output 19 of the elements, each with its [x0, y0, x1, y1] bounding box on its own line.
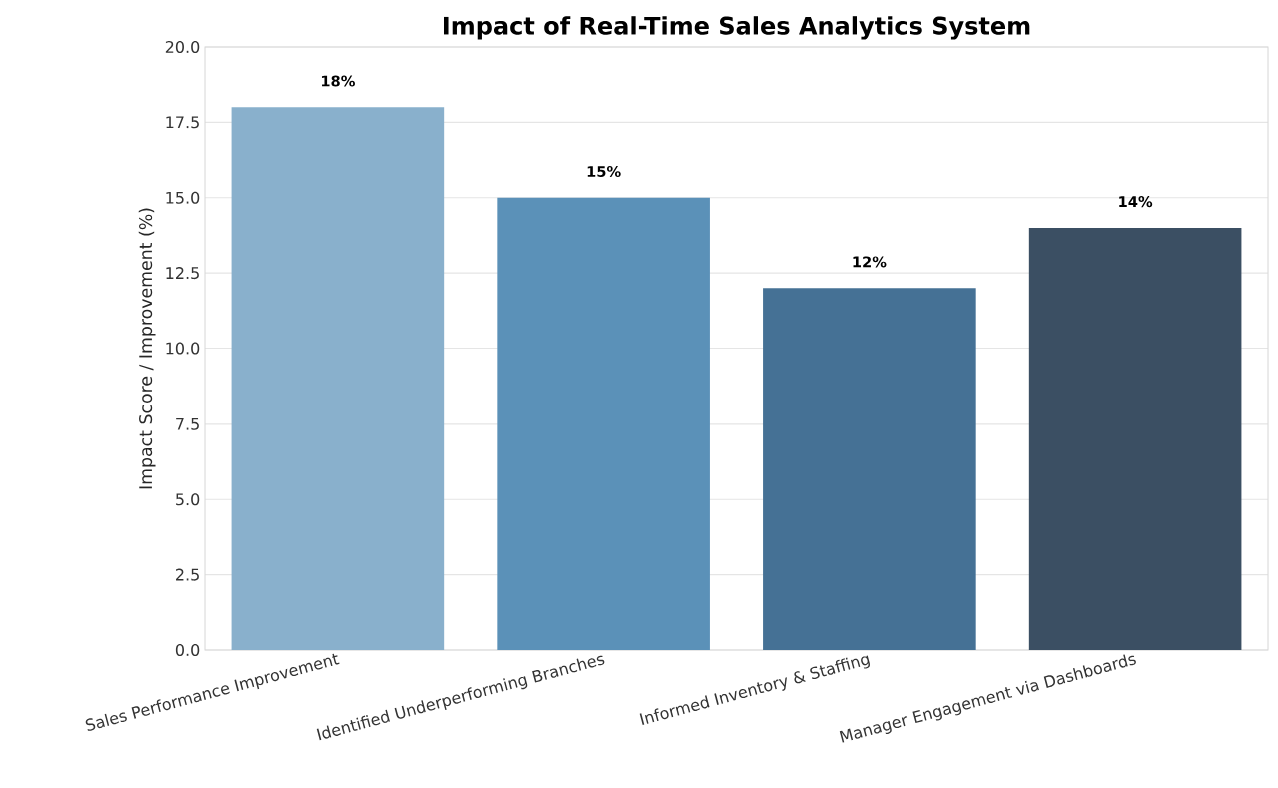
bar [231, 107, 445, 650]
y-tick-label: 12.5 [166, 267, 199, 280]
y-tick-label: 7.5 [176, 417, 199, 430]
y-tick-label: 10.0 [166, 342, 200, 355]
data-label: 14% [1119, 196, 1153, 208]
y-tick-label: 2.5 [176, 568, 199, 581]
data-label: 15% [587, 165, 621, 178]
chart-title: Impact of Real-Time Sales Analytics System [444, 16, 1030, 40]
bar [763, 288, 976, 650]
y-axis-title: Impact Score / Improvement (%) [138, 208, 156, 489]
y-tick-label: 0.0 [175, 643, 200, 657]
bar [497, 197, 710, 650]
data-label: 12% [853, 256, 887, 268]
bar [1028, 227, 1242, 650]
y-tick-label: 20.0 [165, 40, 200, 54]
y-tick-label: 15.0 [166, 191, 200, 204]
data-label: 18% [321, 75, 355, 87]
y-tick-label: 5.0 [176, 493, 200, 506]
y-tick-label: 17.5 [166, 116, 199, 129]
